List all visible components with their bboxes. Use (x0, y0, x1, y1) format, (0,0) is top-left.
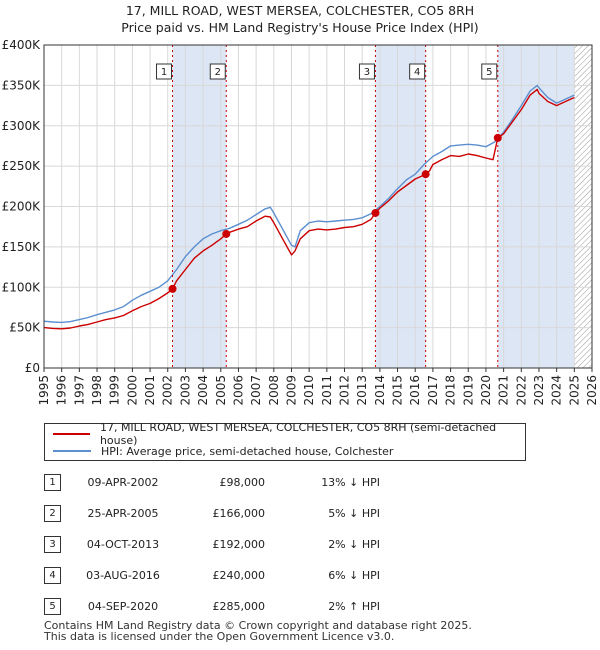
x-tick-label: 1997 (72, 375, 86, 406)
transaction-row: 4 03-AUG-2016 £240,000 6% ↓ HPI (0, 567, 600, 597)
x-tick-label: 2011 (320, 375, 334, 406)
x-tick-label: 2000 (125, 375, 139, 406)
sale-point (371, 208, 380, 217)
x-tick-label: 2017 (426, 375, 440, 406)
hpi-series-line (43, 84, 575, 324)
transaction-date: 04-OCT-2013 (86, 538, 160, 551)
transaction-date: 04-SEP-2020 (87, 600, 159, 613)
x-tick-label: 2008 (267, 375, 281, 406)
transaction-row: 3 04-OCT-2013 £192,000 2% ↓ HPI (0, 536, 600, 566)
transaction-price: £285,000 (212, 600, 266, 613)
y-tick-label: £100K (2, 280, 42, 294)
legend-label-property: 17, MILL ROAD, WEST MERSEA, COLCHESTER, … (99, 421, 497, 447)
sale-point (421, 170, 430, 179)
x-tick-label: 2024 (550, 375, 564, 406)
x-tick-label: 2020 (479, 375, 493, 406)
sale-marker-label: 5 (486, 67, 492, 78)
x-tick-label: 2019 (461, 375, 475, 406)
transaction-number: 3 (44, 536, 61, 553)
chart-subtitle: Price paid vs. HM Land Registry's House … (121, 20, 479, 35)
x-tick-label: 2006 (231, 375, 245, 406)
sale-point (168, 284, 177, 293)
sale-point (493, 133, 502, 142)
legend-item-property: 17, MILL ROAD, WEST MERSEA, COLCHESTER, … (53, 421, 525, 447)
sale-marker-label: 3 (364, 67, 370, 78)
transaction-row: 1 09-APR-2002 £98,000 13% ↓ HPI (0, 474, 600, 504)
transaction-date: 09-APR-2002 (87, 476, 159, 489)
legend-swatch-property (53, 433, 90, 435)
legend-label-hpi: HPI: Average price, semi-detached house,… (101, 444, 394, 458)
footer-licence: This data is licensed under the Open Gov… (44, 630, 395, 643)
x-tick-label: 2023 (532, 375, 546, 406)
x-tick-label: 2004 (196, 375, 210, 406)
x-tick-label: 2018 (444, 375, 458, 406)
transaction-number: 2 (44, 505, 61, 522)
transaction-price: £166,000 (212, 507, 266, 520)
legend-swatch-hpi (53, 450, 91, 452)
x-tick-label: 1999 (108, 375, 122, 406)
x-tick-label: 2013 (355, 375, 369, 406)
property-series-line (43, 88, 575, 330)
footer-copyright: Contains HM Land Registry data © Crown c… (44, 619, 472, 632)
transaction-hpi-diff: 2% ↓ HPI (328, 538, 380, 551)
x-tick-label: 2016 (408, 375, 422, 406)
y-tick-label: £400K (2, 38, 42, 52)
x-tick-label: 2014 (373, 375, 387, 406)
x-tick-label: 2005 (214, 375, 228, 406)
sale-marker-box (358, 63, 375, 80)
y-tick-label: £50K (9, 321, 41, 335)
sale-marker-box (409, 63, 426, 80)
sale-marker-label: 4 (414, 67, 420, 78)
transaction-price: £192,000 (212, 538, 266, 551)
x-tick-label: 2010 (302, 375, 316, 406)
transaction-hpi-diff: 2% ↑ HPI (328, 600, 380, 613)
transaction-price: £98,000 (219, 476, 266, 489)
x-tick-label: 2021 (497, 375, 511, 406)
x-tick-label: 2026 (585, 375, 599, 406)
transaction-date: 03-AUG-2016 (86, 569, 160, 582)
y-tick-label: £200K (2, 200, 42, 214)
legend: 17, MILL ROAD, WEST MERSEA, COLCHESTER, … (44, 421, 526, 461)
legend-item-hpi: HPI: Average price, semi-detached house,… (53, 443, 393, 459)
x-tick-label: 2001 (143, 375, 157, 406)
x-tick-label: 2002 (161, 375, 175, 406)
y-tick-label: £350K (2, 78, 42, 92)
footer: Contains HM Land Registry data © Crown c… (44, 620, 472, 642)
sale-marker-label: 1 (161, 67, 167, 78)
transaction-hpi-diff: 6% ↓ HPI (328, 569, 380, 582)
sale-marker-box (209, 63, 226, 80)
transaction-hpi-diff: 13% ↓ HPI (321, 476, 380, 489)
transaction-number: 5 (44, 598, 61, 615)
x-tick-label: 1995 (37, 375, 51, 406)
x-tick-label: 2015 (391, 375, 405, 406)
sale-marker-box (156, 63, 173, 80)
chart-title-block: 17, MILL ROAD, WEST MERSEA, COLCHESTER, … (0, 2, 600, 36)
x-tick-label: 2003 (178, 375, 192, 406)
y-tick-label: £150K (2, 240, 42, 254)
transaction-number: 1 (44, 474, 61, 491)
sale-marker-box (481, 63, 498, 80)
transaction-hpi-diff: 5% ↓ HPI (328, 507, 380, 520)
sale-marker-label: 2 (215, 67, 221, 78)
x-tick-label: 1996 (55, 375, 69, 406)
price-chart: 1 2 3 4 5 £0 £50K £100K £150K £200K £250K £300K £35… (2, 38, 599, 406)
y-tick-label: £0 (25, 361, 40, 375)
transaction-date: 25-APR-2005 (87, 507, 159, 520)
transaction-row: 5 04-SEP-2020 £285,000 2% ↑ HPI (0, 598, 600, 628)
x-tick-label: 2012 (338, 375, 352, 406)
x-tick-label: 2007 (249, 375, 263, 406)
transaction-number: 4 (44, 567, 61, 584)
x-tick-label: 2022 (514, 375, 528, 406)
x-tick-label: 1998 (90, 375, 104, 406)
sale-point (222, 229, 231, 238)
x-tick-label: 2009 (284, 375, 298, 406)
transaction-price: £240,000 (212, 569, 266, 582)
plot-border (43, 44, 593, 369)
y-tick-label: £250K (2, 159, 42, 173)
y-tick-label: £300K (2, 119, 42, 133)
x-tick-label: 2025 (567, 375, 581, 406)
chart-title: 17, MILL ROAD, WEST MERSEA, COLCHESTER, … (125, 3, 475, 18)
transaction-row: 2 25-APR-2005 £166,000 5% ↓ HPI (0, 505, 600, 535)
